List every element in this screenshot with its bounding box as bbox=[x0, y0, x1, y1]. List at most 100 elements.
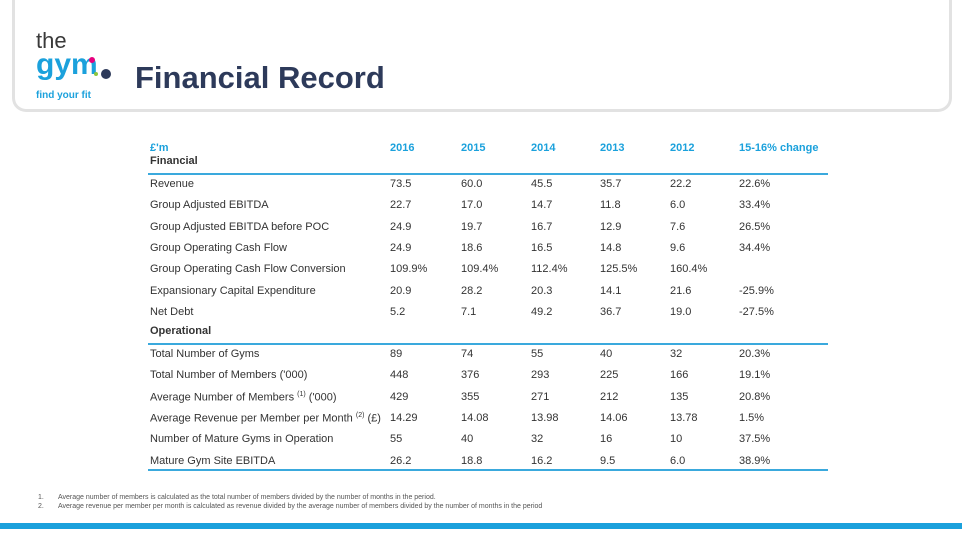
column-header: 2016 bbox=[390, 142, 415, 154]
title: Financial Record bbox=[135, 60, 385, 95]
cell: 135 bbox=[670, 390, 689, 403]
cell: 55 bbox=[390, 433, 403, 446]
cell: 14.06 bbox=[600, 412, 628, 424]
section-title: Operational bbox=[150, 325, 212, 338]
cell: 40 bbox=[461, 433, 474, 446]
row-label: Average Number of Members (1) ('000) bbox=[150, 391, 337, 404]
header-box bbox=[12, 0, 952, 112]
column-header: 2015 bbox=[461, 142, 486, 154]
cell: 40 bbox=[600, 348, 613, 361]
cell: 49.2 bbox=[531, 305, 553, 318]
logo-main: gym bbox=[36, 48, 98, 81]
cell: 55 bbox=[531, 348, 544, 361]
cell: 9.5 bbox=[600, 454, 616, 467]
cell: 33.4% bbox=[739, 199, 771, 212]
cell: 14.29 bbox=[390, 412, 418, 424]
label-text: Number of Mature Gyms in Operation bbox=[150, 433, 334, 446]
cell: 74 bbox=[461, 348, 474, 361]
footnote-ref: (2) bbox=[355, 412, 365, 419]
row-label: Total Number of Gyms bbox=[150, 348, 259, 360]
row-label: Mature Gym Site EBITDA bbox=[150, 455, 275, 467]
label-text: Total Number of Members ('000) bbox=[150, 369, 308, 382]
cell: 109.4% bbox=[461, 263, 499, 276]
label-text: Group Adjusted EBITDA bbox=[150, 199, 269, 212]
cell: 36.7 bbox=[600, 305, 622, 318]
cell: 38.9% bbox=[739, 454, 771, 467]
column-header: 15-16% change bbox=[739, 142, 819, 154]
cell: 26.2 bbox=[390, 454, 412, 467]
label-text: Expansionary Capital Expenditure bbox=[150, 284, 316, 297]
cell: 376 bbox=[461, 369, 480, 382]
row-label: Total Number of Members ('000) bbox=[150, 369, 307, 381]
cell: 19.7 bbox=[461, 220, 483, 233]
cell: 45.5 bbox=[531, 178, 553, 190]
label-text: Group Operating Cash Flow Conversion bbox=[150, 263, 346, 276]
cell: 14.8 bbox=[600, 241, 622, 254]
cell: 20.8% bbox=[739, 390, 771, 403]
cell: 16.7 bbox=[531, 220, 553, 233]
cell: 7.1 bbox=[461, 305, 477, 318]
cell: 7.6 bbox=[670, 220, 686, 233]
cell: 17.0 bbox=[461, 199, 483, 212]
cell: 20.3% bbox=[739, 348, 771, 361]
logo-dots bbox=[89, 57, 111, 79]
cell: 448 bbox=[390, 369, 409, 382]
logo-tagline: find your fit bbox=[36, 90, 91, 101]
row-label: Group Adjusted EBITDA before POC bbox=[150, 221, 329, 233]
cell: 355 bbox=[461, 390, 480, 403]
cell: 21.6 bbox=[670, 284, 692, 297]
row-label: Number of Mature Gyms in Operation bbox=[150, 433, 333, 445]
label-text: Total Number of Gyms bbox=[150, 348, 260, 361]
footnote-text: Average number of members is calculated … bbox=[58, 494, 436, 501]
label-text: Net Debt bbox=[150, 305, 194, 318]
cell: 73.5 bbox=[390, 178, 412, 190]
logo-top: the bbox=[36, 28, 67, 53]
cell: 22.2 bbox=[670, 178, 692, 190]
cell: 6.0 bbox=[670, 199, 686, 212]
cell: 16 bbox=[600, 433, 613, 446]
cell: 271 bbox=[531, 390, 550, 403]
column-header: 2014 bbox=[531, 142, 556, 154]
cell: 24.9 bbox=[390, 241, 412, 254]
cell: 18.8 bbox=[461, 454, 483, 467]
label-text: Group Operating Cash Flow bbox=[150, 241, 287, 254]
label-text: Group Adjusted EBITDA before POC bbox=[150, 220, 330, 233]
unit: £'m bbox=[150, 142, 169, 154]
footnote-number: 1. bbox=[38, 494, 44, 501]
row-label: Expansionary Capital Expenditure bbox=[150, 285, 316, 297]
cell: 18.6 bbox=[461, 241, 483, 254]
cell: 20.9 bbox=[390, 284, 412, 297]
cell: 14.1 bbox=[600, 284, 622, 297]
row-label: Group Operating Cash Flow bbox=[150, 242, 287, 254]
rule bbox=[148, 468, 828, 471]
cell: 14.08 bbox=[461, 412, 489, 424]
cell: 13.78 bbox=[670, 412, 698, 424]
cell: 212 bbox=[600, 390, 619, 403]
footnote-number: 2. bbox=[38, 503, 44, 510]
cell: 60.0 bbox=[461, 178, 483, 190]
section-title: Financial bbox=[150, 155, 198, 167]
cell: 24.9 bbox=[390, 220, 412, 233]
cell: 6.0 bbox=[670, 454, 686, 467]
cell: 125.5% bbox=[600, 263, 638, 276]
cell: 1.5% bbox=[739, 412, 765, 424]
label-text: Average Revenue per Member per Month bbox=[150, 412, 353, 425]
cell: 12.9 bbox=[600, 220, 622, 233]
cell: 28.2 bbox=[461, 284, 483, 297]
rule bbox=[148, 343, 828, 346]
cell: 225 bbox=[600, 369, 619, 382]
cell: 11.8 bbox=[600, 199, 621, 212]
label-unit: ('000) bbox=[308, 391, 337, 404]
cell: 19.1% bbox=[739, 369, 771, 382]
cell: 429 bbox=[390, 390, 409, 403]
row-label: Revenue bbox=[150, 178, 194, 190]
label-text: Revenue bbox=[150, 178, 195, 190]
cell: 19.0 bbox=[670, 305, 692, 318]
cell: 22.7 bbox=[390, 199, 412, 212]
cell: 32 bbox=[670, 348, 683, 361]
row-label: Average Revenue per Member per Month (2)… bbox=[150, 412, 381, 425]
cell: 5.2 bbox=[390, 305, 406, 318]
cell: 13.98 bbox=[531, 412, 559, 424]
cell: -27.5% bbox=[739, 305, 774, 318]
